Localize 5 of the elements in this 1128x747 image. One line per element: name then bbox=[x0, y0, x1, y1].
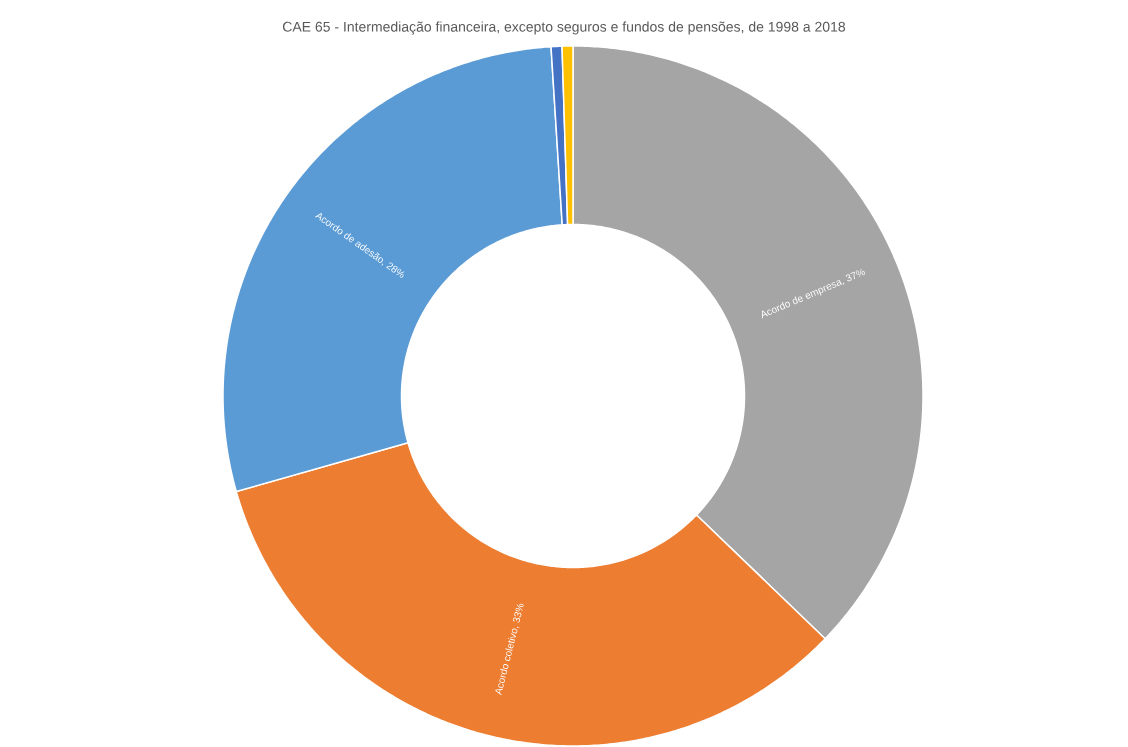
slice-label: Acordo coletivo bbox=[495, 628, 518, 696]
data-label: , 28% bbox=[381, 262, 405, 278]
chart-title: CAE 65 - Intermediação financeira, excepto seguros e fundos de pensões, de 1998 a 2018 bbox=[282, 21, 846, 35]
data-label: , 37% bbox=[842, 268, 866, 286]
data-label: , 33% bbox=[512, 603, 524, 629]
